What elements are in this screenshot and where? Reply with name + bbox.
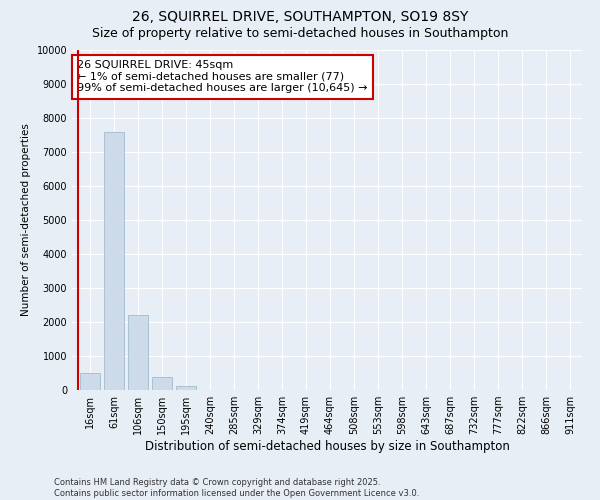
Text: Contains HM Land Registry data © Crown copyright and database right 2025.
Contai: Contains HM Land Registry data © Crown c… [54, 478, 419, 498]
Bar [128, 315, 148, 390]
Bar [104, 132, 124, 390]
Y-axis label: Number of semi-detached properties: Number of semi-detached properties [21, 124, 31, 316]
Bar [80, 373, 100, 390]
Text: Size of property relative to semi-detached houses in Southampton: Size of property relative to semi-detach… [92, 28, 508, 40]
Text: 26, SQUIRREL DRIVE, SOUTHAMPTON, SO19 8SY: 26, SQUIRREL DRIVE, SOUTHAMPTON, SO19 8S… [132, 10, 468, 24]
Text: 26 SQUIRREL DRIVE: 45sqm
← 1% of semi-detached houses are smaller (77)
99% of se: 26 SQUIRREL DRIVE: 45sqm ← 1% of semi-de… [77, 60, 368, 94]
Bar [176, 386, 196, 390]
X-axis label: Distribution of semi-detached houses by size in Southampton: Distribution of semi-detached houses by … [145, 440, 509, 453]
Bar [152, 377, 172, 390]
